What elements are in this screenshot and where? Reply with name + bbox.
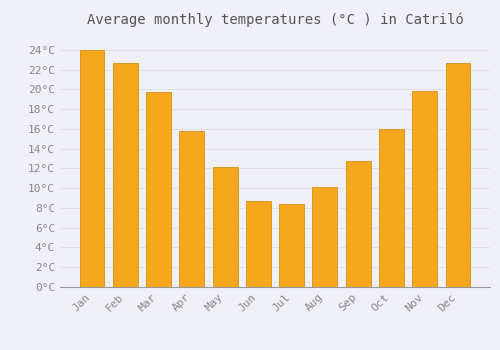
Bar	[146, 92, 171, 287]
Title: Average monthly temperatures (°C ) in Catriló: Average monthly temperatures (°C ) in Ca…	[86, 12, 464, 27]
Bar	[446, 63, 470, 287]
Bar	[312, 187, 338, 287]
Bar	[180, 131, 204, 287]
Bar	[346, 161, 370, 287]
Bar	[246, 201, 271, 287]
Bar	[113, 63, 138, 287]
Bar	[379, 129, 404, 287]
Bar	[279, 204, 304, 287]
Bar	[412, 91, 437, 287]
Bar	[80, 50, 104, 287]
Bar	[212, 167, 238, 287]
